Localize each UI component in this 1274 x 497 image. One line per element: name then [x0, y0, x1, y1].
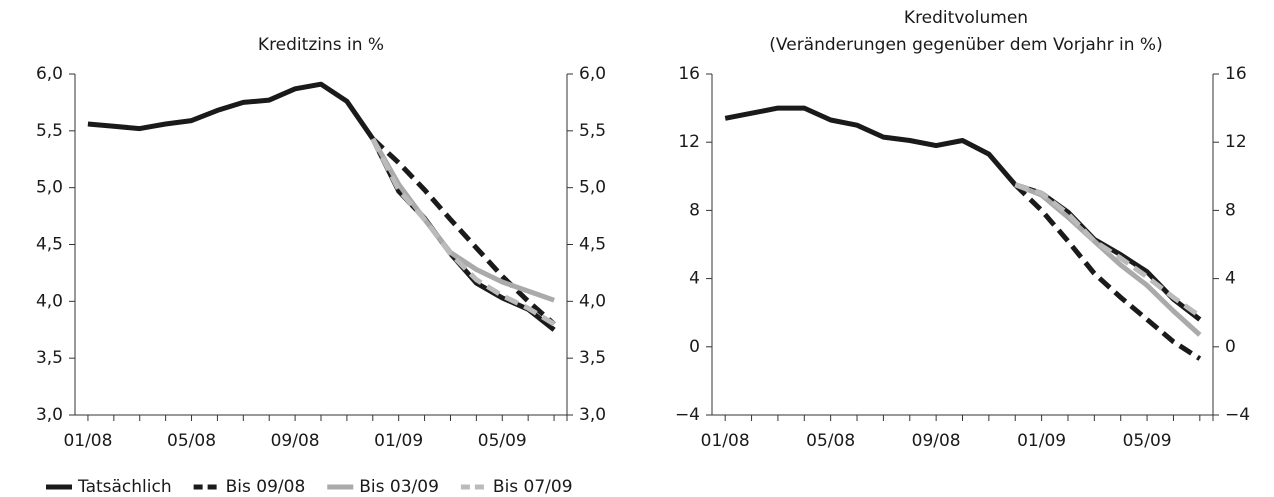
y-tick-label: 3,0: [36, 405, 63, 425]
y-tick-label: 4,0: [36, 291, 63, 311]
y2-tick-label: 6,0: [579, 64, 606, 84]
chart-title: Kreditvolumen: [904, 8, 1028, 28]
x-tick-label: 09/08: [271, 431, 320, 451]
series-line: [1014, 182, 1202, 337]
y-tick-label: 3,5: [36, 348, 63, 368]
x-tick-label: 05/08: [806, 431, 855, 451]
y-tick-label: 5,0: [36, 178, 63, 198]
series-line: [1013, 183, 1202, 361]
y2-tick-label: −4: [1225, 405, 1250, 425]
legend-label: Bis 03/09: [359, 477, 439, 497]
y2-tick-label: 5,0: [579, 178, 606, 198]
y2-tick-label: 3,5: [579, 348, 606, 368]
x-tick-label: 01/09: [1017, 431, 1066, 451]
x-tick-label: 09/08: [912, 431, 961, 451]
y-tick-label: 4: [689, 269, 700, 289]
x-tick-label: 05/09: [1123, 431, 1172, 451]
y-tick-label: 12: [678, 132, 700, 152]
y-tick-label: −4: [675, 405, 700, 425]
series-line: [1014, 182, 1202, 319]
y-tick-label: 16: [678, 64, 700, 84]
chart-subtitle: (Veränderungen gegenüber dem Vorjahr in …: [769, 35, 1162, 55]
series-line: [370, 137, 555, 303]
y-tick-label: 8: [689, 200, 700, 220]
y2-tick-label: 4,0: [579, 291, 606, 311]
x-tick-label: 05/09: [478, 431, 527, 451]
y-tick-label: 5,5: [36, 121, 63, 141]
y-tick-label: 0: [689, 337, 700, 357]
x-tick-label: 05/08: [167, 431, 216, 451]
legend-label: Bis 09/08: [226, 477, 306, 497]
legend-label: Tatsächlich: [77, 477, 172, 497]
y2-tick-label: 3,0: [579, 405, 606, 425]
y2-tick-label: 0: [1225, 337, 1236, 357]
y2-tick-label: 12: [1225, 132, 1247, 152]
y2-tick-label: 4,5: [579, 235, 606, 255]
y2-tick-label: 16: [1225, 64, 1247, 84]
y2-tick-label: 4: [1225, 269, 1236, 289]
series-line: [724, 105, 1202, 322]
series-line: [371, 136, 556, 326]
chart-title: Kreditzins in %: [258, 35, 384, 55]
series-line: [87, 81, 556, 332]
y2-tick-label: 8: [1225, 200, 1236, 220]
y-tick-label: 4,5: [36, 235, 63, 255]
x-tick-label: 01/08: [701, 431, 750, 451]
x-tick-label: 01/08: [63, 431, 112, 451]
y2-tick-label: 5,5: [579, 121, 606, 141]
x-tick-label: 01/09: [374, 431, 423, 451]
y-tick-label: 6,0: [36, 64, 63, 84]
legend-label: Bis 07/09: [493, 477, 573, 497]
series-line: [370, 137, 556, 327]
